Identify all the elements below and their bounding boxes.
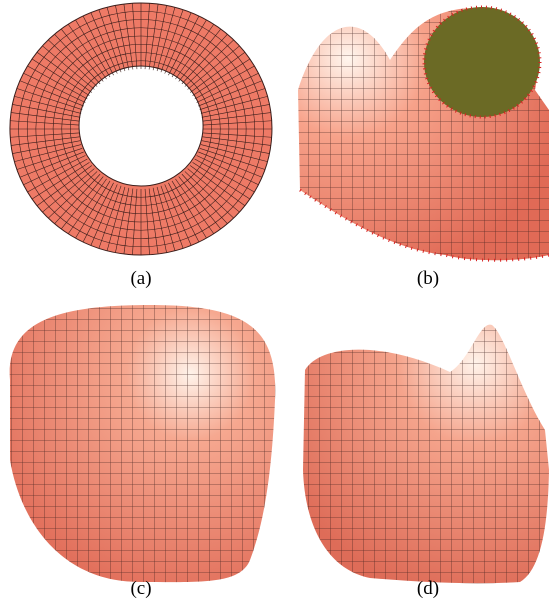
caption: (a) [130, 268, 151, 289]
cube-mesh [10, 305, 276, 582]
peak-mesh [303, 325, 549, 584]
caption: (d) [417, 578, 439, 599]
caption: (b) [417, 268, 439, 289]
page: (a) (b) (c) (d) (() => { const data = JS… [0, 0, 549, 608]
cube-grid [10, 305, 276, 582]
figure: (a) (b) (c) (d) [0, 0, 549, 608]
annulus-mesh [10, 3, 272, 255]
cone-opening [424, 7, 540, 117]
cone-mesh [298, 7, 549, 260]
peak-grid [303, 325, 549, 584]
caption: (c) [130, 578, 151, 599]
